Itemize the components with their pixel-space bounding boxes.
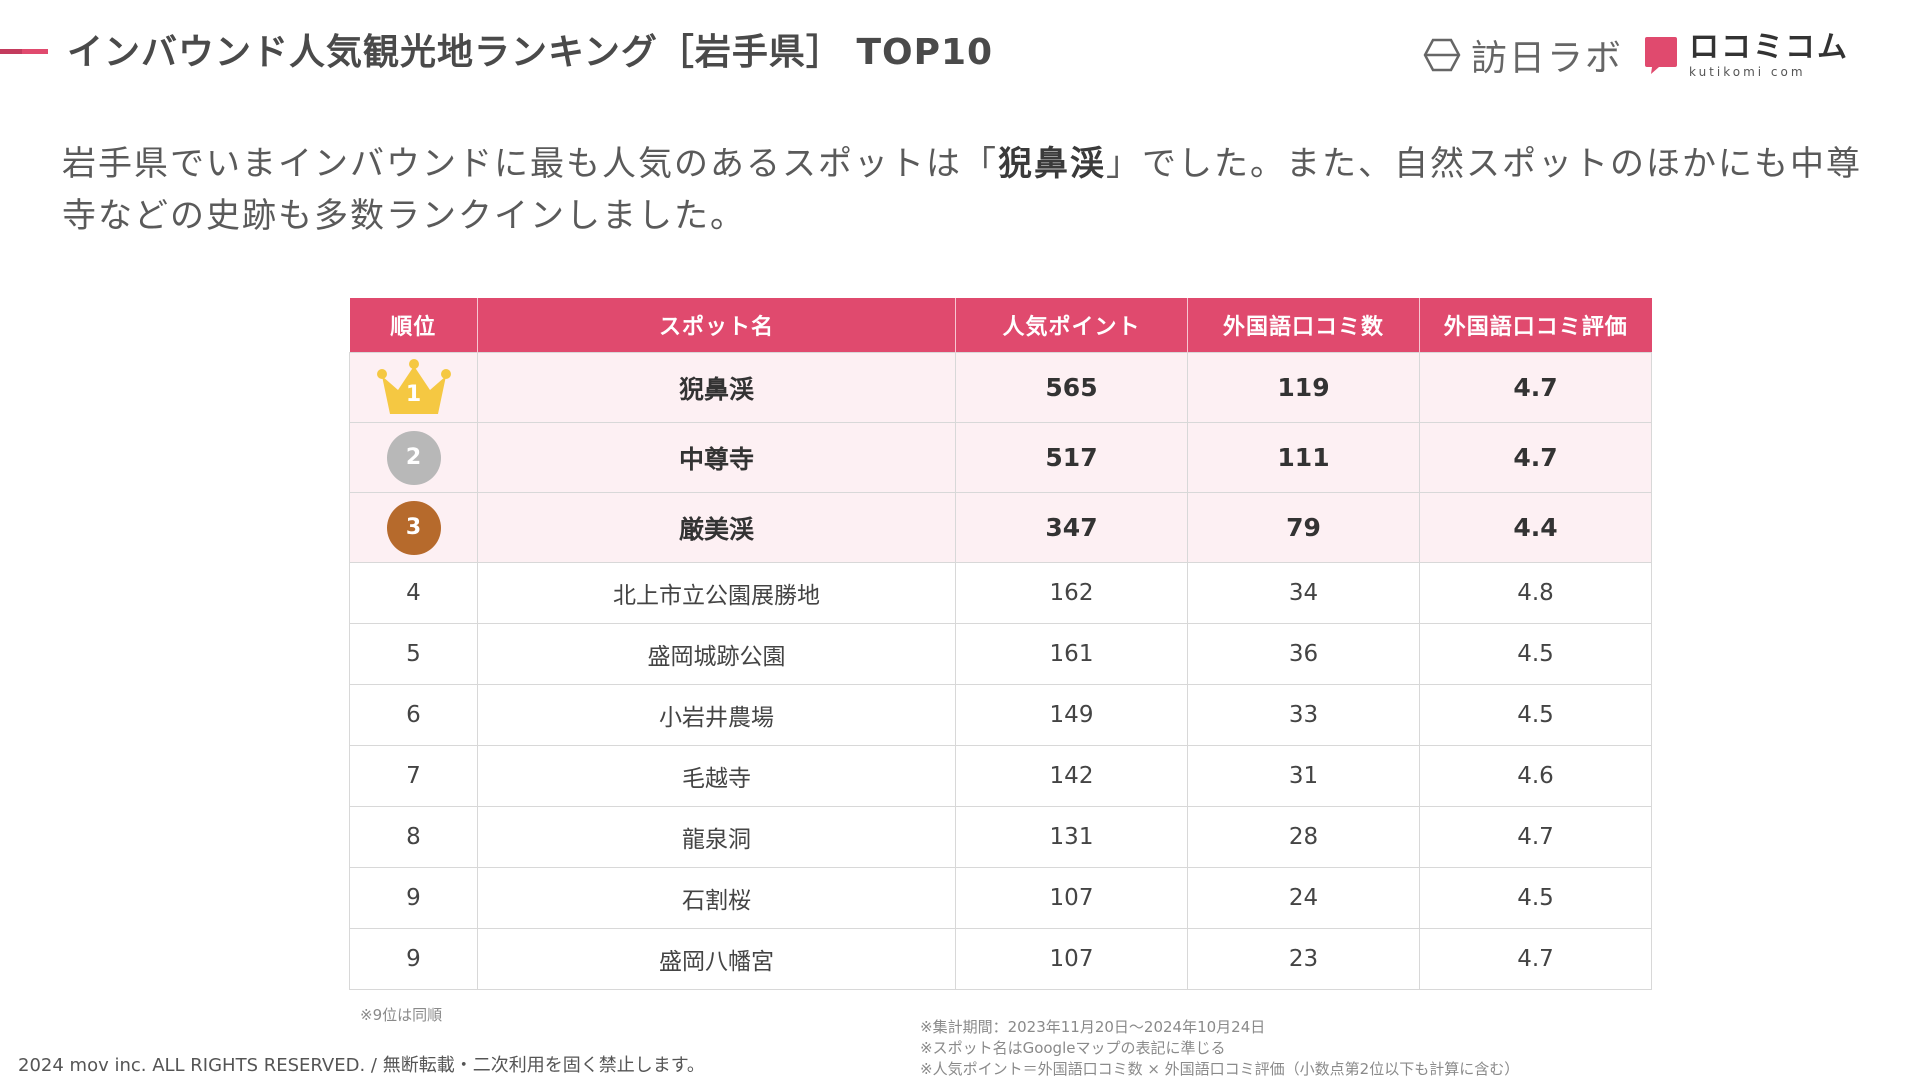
review-count-cell: 23 — [1187, 928, 1420, 990]
header-popularity-points: 人気ポイント — [955, 298, 1188, 353]
copyright-text: 2024 mov inc. ALL RIGHTS RESERVED. / 無断転… — [18, 1055, 705, 1076]
table-row: 9 盛岡八幡宮 107 23 4.7 — [349, 928, 1652, 990]
rank-cell: 4 — [349, 562, 478, 624]
speech-bubble-icon — [1645, 37, 1677, 74]
popularity-points-cell: 161 — [955, 623, 1188, 685]
spot-name-cell: 北上市立公園展勝地 — [477, 562, 956, 624]
popularity-points-cell: 149 — [955, 684, 1188, 746]
intro-text-part2: 」でした。また、自然スポットのほかにも中尊寺などの史跡も多数ランクインしました。 — [62, 144, 1862, 236]
table-row: 9 石割桜 107 24 4.5 — [349, 867, 1652, 929]
rank-cell: 9 — [349, 867, 478, 929]
table-row: 4 北上市立公園展勝地 162 34 4.8 — [349, 562, 1652, 624]
table-row: 2 中尊寺 517 111 4.7 — [349, 422, 1652, 493]
kutikomi-logo-text: ロコミコム — [1689, 29, 1849, 65]
kutikomi-com-logo: ロコミコム kutikomi com — [1643, 29, 1849, 79]
review-rating-cell: 4.7 — [1419, 422, 1652, 493]
note-period: ※集計期間：2023年11月20日〜2024年10月24日 — [920, 1018, 1266, 1036]
title-accent-bar — [0, 49, 48, 54]
intro-highlight-spot: 猊鼻渓 — [998, 144, 1106, 184]
rank-cell: 2 — [349, 422, 478, 493]
spot-name-cell: 盛岡城跡公園 — [477, 623, 956, 685]
popularity-points-cell: 131 — [955, 806, 1188, 868]
popularity-points-cell: 142 — [955, 745, 1188, 807]
table-row: 6 小岩井農場 149 33 4.5 — [349, 684, 1652, 746]
spot-name-cell: 厳美渓 — [477, 492, 956, 563]
review-count-cell: 33 — [1187, 684, 1420, 746]
review-count-cell: 36 — [1187, 623, 1420, 685]
silver-medal-icon: 2 — [386, 430, 441, 485]
spot-name-cell: 毛越寺 — [477, 745, 956, 807]
popularity-points-cell: 107 — [955, 867, 1188, 929]
bronze-medal-icon: 3 — [386, 500, 441, 555]
review-rating-cell: 4.6 — [1419, 745, 1652, 807]
hounichi-logo-text: 訪日ラボ — [1470, 38, 1623, 79]
rank-cell: 3 — [349, 492, 478, 563]
review-count-cell: 24 — [1187, 867, 1420, 929]
hounichi-logo-icon — [1423, 38, 1461, 72]
note-spot-names: ※スポット名はGoogleマップの表記に準じる — [920, 1039, 1226, 1057]
rank-cell: 5 — [349, 623, 478, 685]
spot-name-cell: 龍泉洞 — [477, 806, 956, 868]
review-count-cell: 28 — [1187, 806, 1420, 868]
popularity-points-cell: 565 — [955, 352, 1188, 423]
methodology-notes: ※集計期間：2023年11月20日〜2024年10月24日 ※スポット名はGoo… — [920, 1017, 1519, 1080]
spot-name-cell: 小岩井農場 — [477, 684, 956, 746]
rank-cell: 6 — [349, 684, 478, 746]
review-rating-cell: 4.5 — [1419, 867, 1652, 929]
rank-cell: 7 — [349, 745, 478, 807]
header-spot-name: スポット名 — [477, 298, 956, 353]
table-header-row: 順位 スポット名 人気ポイント 外国語口コミ数 外国語口コミ評価 — [349, 298, 1652, 353]
gold-crown-icon: 1 — [374, 358, 454, 418]
spot-name-cell: 盛岡八幡宮 — [477, 928, 956, 990]
spot-name-cell: 猊鼻渓 — [477, 352, 956, 423]
review-rating-cell: 4.7 — [1419, 806, 1652, 868]
kutikomi-logo-subtext: kutikomi com — [1689, 64, 1806, 79]
intro-text: 岩手県でいまインバウンドに最も人気のあるスポットは「猊鼻渓」でした。また、自然ス… — [62, 138, 1882, 242]
tie-note: ※9位は同順 — [360, 1006, 443, 1024]
table-row: 1 猊鼻渓 565 119 4.7 — [349, 352, 1652, 423]
intro-text-part1: 岩手県でいまインバウンドに最も人気のあるスポットは「 — [62, 144, 998, 184]
table-row: 7 毛越寺 142 31 4.6 — [349, 745, 1652, 807]
rank-number: 1 — [405, 381, 422, 407]
rank-cell: 1 — [349, 352, 478, 423]
note-points-formula: ※人気ポイント＝外国語口コミ数 × 外国語口コミ評価（小数点第2位以下も計算に含… — [920, 1060, 1520, 1078]
review-count-cell: 111 — [1187, 422, 1420, 493]
review-rating-cell: 4.5 — [1419, 684, 1652, 746]
review-count-cell: 119 — [1187, 352, 1420, 423]
header-review-rating: 外国語口コミ評価 — [1419, 298, 1652, 353]
spot-name-cell: 中尊寺 — [477, 422, 956, 493]
review-rating-cell: 4.7 — [1419, 352, 1652, 423]
hounichi-lab-logo: 訪日ラボ — [1423, 29, 1623, 81]
table-row: 8 龍泉洞 131 28 4.7 — [349, 806, 1652, 868]
header-rank: 順位 — [349, 298, 478, 353]
popularity-points-cell: 107 — [955, 928, 1188, 990]
page-title: インバウンド人気観光地ランキング［岩手県］ TOP10 — [67, 32, 994, 73]
header-review-count: 外国語口コミ数 — [1187, 298, 1420, 353]
brand-logos: 訪日ラボ ロコミコム kutikomi com — [1423, 30, 1849, 80]
spot-name-cell: 石割桜 — [477, 867, 956, 929]
review-rating-cell: 4.7 — [1419, 928, 1652, 990]
popularity-points-cell: 517 — [955, 422, 1188, 493]
review-count-cell: 34 — [1187, 562, 1420, 624]
review-count-cell: 79 — [1187, 492, 1420, 563]
review-rating-cell: 4.4 — [1419, 492, 1652, 563]
table-row: 5 盛岡城跡公園 161 36 4.5 — [349, 623, 1652, 685]
rank-cell: 8 — [349, 806, 478, 868]
rank-cell: 9 — [349, 928, 478, 990]
review-count-cell: 31 — [1187, 745, 1420, 807]
popularity-points-cell: 347 — [955, 492, 1188, 563]
table-row: 3 厳美渓 347 79 4.4 — [349, 492, 1652, 563]
review-rating-cell: 4.8 — [1419, 562, 1652, 624]
popularity-points-cell: 162 — [955, 562, 1188, 624]
ranking-table: 順位 スポット名 人気ポイント 外国語口コミ数 外国語口コミ評価 1 猊鼻渓 — [349, 298, 1652, 990]
review-rating-cell: 4.5 — [1419, 623, 1652, 685]
